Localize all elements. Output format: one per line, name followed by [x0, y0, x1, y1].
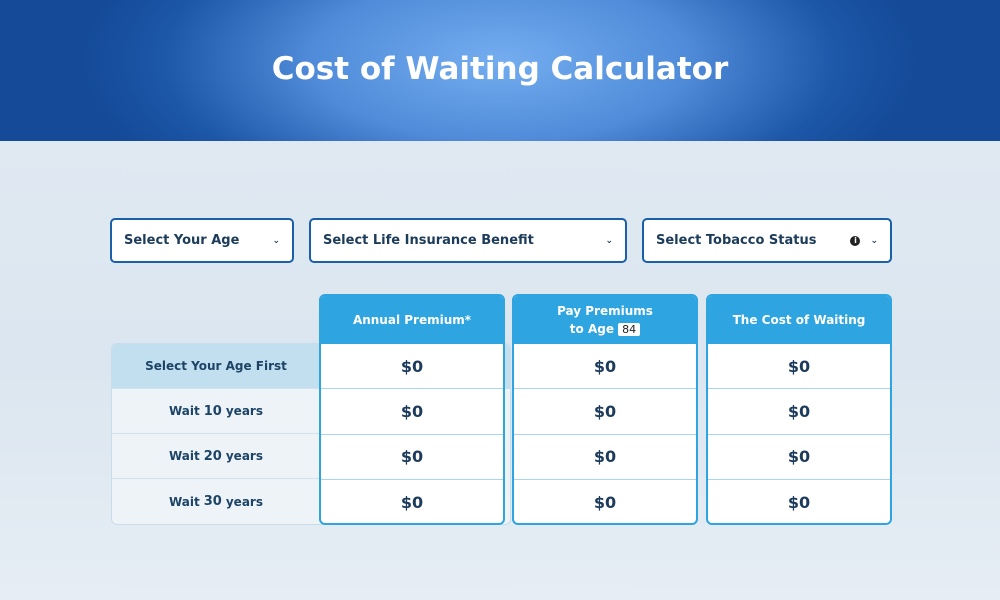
page-title: Cost of Waiting Calculator [271, 50, 729, 87]
row-label-text: Select Your Age First [145, 359, 287, 373]
header-line: Pay Premiums [557, 303, 653, 318]
value-cell: $0 [321, 344, 503, 390]
value-cell: $0 [708, 435, 890, 480]
benefit-select[interactable]: Select Life Insurance Benefit ⌄ [309, 218, 627, 263]
value-cell: $0 [708, 344, 890, 390]
column-header: Pay Premiums to Age 84 [514, 296, 696, 344]
annual-premium-column: Annual Premium* $0 $0 $0 $0 [319, 294, 505, 525]
row-label: Wait 10 years [112, 389, 320, 434]
row-label-years: 30 [203, 494, 222, 509]
value-cell: $0 [514, 435, 696, 480]
value-cell: $0 [787, 493, 811, 513]
row-label-text: Wait [169, 494, 200, 509]
tobacco-select-label: Select Tobacco Status [656, 233, 817, 248]
chevron-down-icon: ⌄ [605, 235, 613, 246]
age-select[interactable]: Select Your Age ⌄ [110, 218, 294, 263]
value-cell: $0 [514, 344, 696, 390]
hero-banner: Cost of Waiting Calculator [0, 0, 1000, 141]
value-cell: $0 [400, 493, 424, 513]
chevron-down-icon: ⌄ [870, 235, 878, 246]
age-badge: 84 [618, 322, 641, 336]
row-label-text: years [225, 494, 263, 509]
header-line: to Age [569, 321, 614, 336]
row-label: Wait 30 years [112, 479, 320, 524]
row-label-years: 20 [203, 448, 222, 464]
value-cell: $0 [321, 389, 503, 435]
tobacco-select[interactable]: Select Tobacco Status i ⌄ [642, 218, 892, 263]
row-label-text: Wait [169, 404, 200, 418]
row-label-text: Wait [169, 449, 200, 463]
value-cell: $0 [593, 493, 617, 513]
row-label: Wait 20 years [112, 434, 320, 479]
info-icon[interactable]: i [850, 235, 861, 246]
column-header: Annual Premium* [321, 296, 503, 344]
value-cell: $0 [708, 389, 890, 435]
benefit-select-label: Select Life Insurance Benefit [323, 233, 534, 248]
row-label-text: years [225, 449, 263, 463]
value-cell: $0 [321, 435, 503, 480]
row-label: Select Your Age First [112, 344, 320, 389]
column-header: The Cost of Waiting [708, 296, 890, 344]
value-cell: $0 [514, 389, 696, 435]
age-select-label: Select Your Age [124, 233, 240, 248]
row-label-text: years [225, 404, 263, 418]
chevron-down-icon: ⌄ [272, 235, 280, 246]
cost-of-waiting-column: The Cost of Waiting $0 $0 $0 $0 [706, 294, 892, 525]
row-label-years: 10 [203, 403, 222, 419]
pay-premiums-column: Pay Premiums to Age 84 $0 $0 $0 $0 [512, 294, 698, 525]
